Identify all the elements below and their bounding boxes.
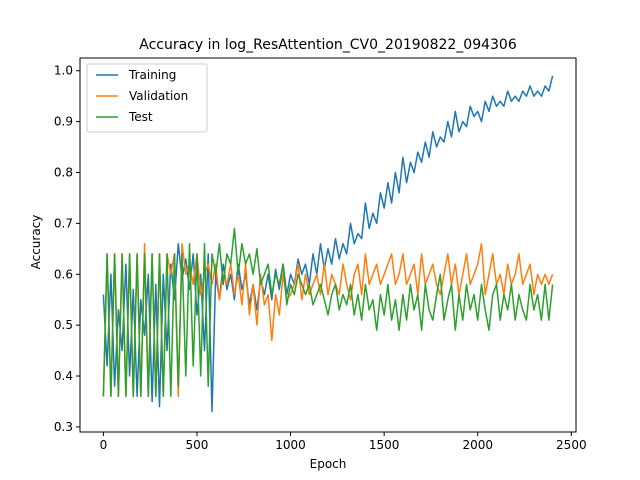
x-tick-label: 0 (100, 438, 108, 452)
series-line-training (102, 75, 554, 413)
y-tick-label: 0.3 (54, 420, 73, 434)
series-layer (102, 75, 554, 413)
x-tick-label: 2000 (462, 438, 493, 452)
y-tick-label: 0.9 (54, 115, 73, 129)
legend: Training Validation Test (86, 63, 208, 133)
legend-label-training: Training (128, 68, 176, 82)
legend-label-validation: Validation (129, 89, 188, 103)
y-tick-label: 0.8 (54, 165, 73, 179)
legend-box (86, 63, 208, 133)
x-tick-label: 2500 (556, 438, 587, 452)
x-tick-label: 500 (186, 438, 209, 452)
y-tick-label: 0.6 (54, 267, 73, 281)
x-tick-label: 1500 (369, 438, 400, 452)
legend-label-test: Test (128, 110, 153, 124)
plot-frame (79, 57, 577, 433)
series-line-test (102, 227, 554, 398)
chart-title: Accuracy in log_ResAttention_CV0_2019082… (139, 37, 517, 53)
y-tick-label: 0.7 (54, 216, 73, 230)
series-line-validation (102, 242, 554, 398)
x-axis-label: Epoch (310, 457, 347, 471)
y-tick-label: 0.4 (54, 369, 73, 383)
axes-layer: 0 500 1000 1500 2000 2500 0.3 0.4 0.5 0.6 0.7 0.8 0.… (54, 57, 587, 452)
y-axis-label: Accuracy (29, 215, 43, 270)
y-tick-label: 0.5 (54, 318, 73, 332)
x-tick-label: 1000 (275, 438, 306, 452)
y-tick-label: 1.0 (54, 64, 73, 78)
